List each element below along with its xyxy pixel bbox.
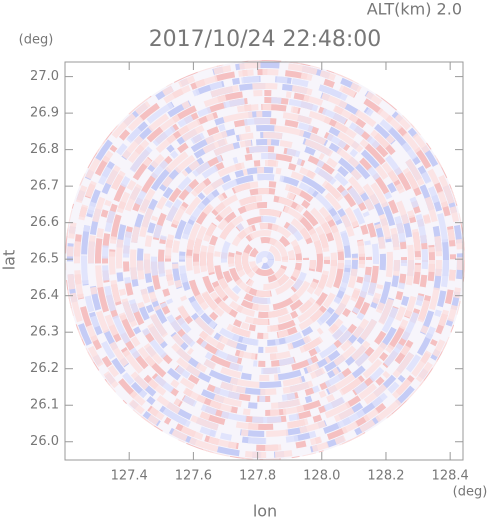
radar-ring bbox=[221, 216, 309, 304]
radar-ring bbox=[249, 244, 281, 276]
radar-ring bbox=[67, 62, 463, 458]
radar-ring bbox=[186, 181, 344, 339]
radar-ring bbox=[102, 97, 428, 423]
y-tick-label: 26.1 bbox=[30, 398, 59, 413]
x-tick-label: 128.0 bbox=[303, 469, 340, 484]
radar-ring bbox=[256, 251, 274, 269]
y-tick-label: 26.4 bbox=[30, 288, 59, 303]
y-axis-label: lat bbox=[0, 250, 19, 271]
y-tick-label: 26.5 bbox=[30, 252, 59, 267]
y-unit: (deg) bbox=[19, 33, 54, 48]
radar-ring bbox=[228, 223, 302, 297]
radar-ring bbox=[235, 230, 295, 290]
y-tick-label: 26.0 bbox=[30, 434, 59, 449]
radar-ring bbox=[207, 202, 323, 318]
radar-ring bbox=[74, 69, 456, 451]
radar-ring bbox=[95, 90, 435, 430]
x-unit: (deg) bbox=[453, 485, 488, 500]
altitude-label: ALT(km) 2.0 bbox=[367, 0, 462, 19]
radar-ring bbox=[165, 160, 365, 360]
radar-ring bbox=[158, 153, 372, 367]
y-tick-label: 27.0 bbox=[30, 69, 59, 84]
radar-ring bbox=[116, 111, 414, 409]
y-tick-label: 26.7 bbox=[30, 179, 59, 194]
radar-ring bbox=[130, 125, 400, 395]
x-tick-label: 128.4 bbox=[432, 469, 469, 484]
radar-ring bbox=[242, 237, 288, 283]
chart-title: 2017/10/24 22:48:00 bbox=[149, 27, 382, 52]
radar-ring bbox=[249, 244, 281, 276]
y-tick-label: 26.6 bbox=[30, 215, 59, 230]
y-tick-label: 26.9 bbox=[30, 106, 59, 121]
x-axis-label: lon bbox=[253, 502, 277, 521]
radar-ring bbox=[88, 83, 442, 437]
radar-ring bbox=[109, 104, 421, 416]
plot-frame bbox=[64, 61, 464, 461]
radar-ring bbox=[151, 146, 379, 374]
x-tick-label: 128.2 bbox=[367, 469, 404, 484]
x-tick-label: 127.4 bbox=[111, 469, 148, 484]
radar-ring bbox=[81, 76, 449, 444]
radar-ring bbox=[137, 132, 393, 388]
radar-ring bbox=[200, 195, 330, 325]
radar-ring bbox=[193, 188, 337, 332]
y-tick-label: 26.3 bbox=[30, 325, 59, 340]
radar-ring bbox=[172, 167, 358, 353]
radar-ring bbox=[144, 139, 386, 381]
y-tick-label: 26.8 bbox=[30, 142, 59, 157]
radar-ring bbox=[123, 118, 407, 402]
radar-ring bbox=[158, 153, 372, 367]
x-tick-label: 127.6 bbox=[175, 469, 212, 484]
radar-ring bbox=[179, 174, 351, 346]
x-tick-label: 127.8 bbox=[239, 469, 276, 484]
radar-ring bbox=[214, 209, 316, 311]
y-tick-label: 26.2 bbox=[30, 361, 59, 376]
radar-field bbox=[65, 60, 465, 460]
